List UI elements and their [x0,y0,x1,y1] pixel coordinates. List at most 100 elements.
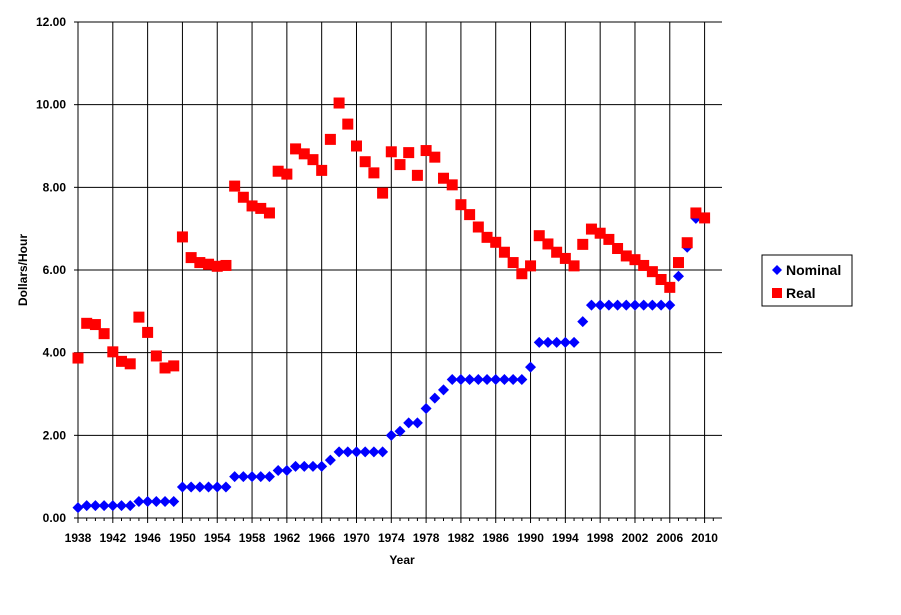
nominal-point [168,495,180,507]
x-tick-label: 1994 [552,531,579,545]
real-point [98,328,110,340]
nominal-point [411,417,423,429]
real-point [255,202,267,214]
nominal-point [350,446,362,458]
nominal-point [324,454,336,466]
real-point [107,346,119,358]
x-tick-label: 2010 [691,531,718,545]
y-tick-label: 8.00 [43,180,67,194]
nominal-point [290,460,302,472]
x-tick-label: 1954 [204,531,231,545]
nominal-point [359,446,371,458]
nominal-point [498,374,510,386]
nominal-point [525,361,537,373]
real-point [168,360,180,372]
real-point [290,143,302,155]
real-point [324,133,336,145]
nominal-point [394,425,406,437]
y-tick-label: 4.00 [43,346,67,360]
nominal-point [377,446,389,458]
nominal-point [272,464,284,476]
nominal-point [603,299,615,311]
nominal-point [438,384,450,396]
real-point [203,258,215,270]
nominal-point [368,446,380,458]
nominal-point [655,299,667,311]
real-point [229,180,241,192]
real-point [403,147,415,159]
nominal-point [646,299,658,311]
real-point [72,352,84,364]
x-tick-label: 1974 [378,531,405,545]
nominal-point [612,299,624,311]
real-point [359,156,371,168]
series-layer [72,97,711,514]
real-point [420,145,432,157]
nominal-point [446,374,458,386]
real-point [124,358,136,370]
real-point [350,140,362,152]
real-point [620,250,632,262]
x-tick-label: 1958 [239,531,266,545]
real-point [429,151,441,163]
legend: Nominal Real [761,254,853,307]
real-point [133,311,145,323]
nominal-point [542,336,554,348]
real-point [455,199,467,211]
nominal-point [568,336,580,348]
x-axis-ticks: 1938 1942 1946 1950 1954 1958 1962 1966 1970 1974… [65,518,718,545]
x-tick-label: 1942 [99,531,126,545]
real-point [246,200,258,212]
nominal-point [81,500,93,512]
real-point [603,233,615,245]
nominal-point [142,495,154,507]
x-tick-label: 1970 [343,531,370,545]
real-point [316,164,328,176]
nominal-point [159,495,171,507]
real-point [385,146,397,158]
real-point [699,212,711,224]
real-point [89,319,101,331]
real-point [377,187,389,199]
real-point [272,165,284,177]
nominal-point [124,500,136,512]
nominal-point [203,481,215,493]
nominal-point [551,336,563,348]
nominal-point [342,446,354,458]
nominal-point [481,374,493,386]
real-point [612,243,624,255]
nominal-point [281,464,293,476]
real-point [585,223,597,235]
real-point [464,209,476,221]
nominal-point [133,495,145,507]
x-tick-label: 1966 [308,531,335,545]
nominal-point [507,374,519,386]
real-point [342,118,354,130]
real-point [211,260,223,272]
series-nominal [72,212,711,514]
real-point [577,238,589,250]
nominal-point [194,481,206,493]
nominal-point [150,495,162,507]
nominal-point [107,500,119,512]
real-point [525,260,537,272]
real-point [490,236,502,248]
real-point [507,257,519,269]
real-point [159,362,171,374]
nominal-point [464,374,476,386]
nominal-point [594,299,606,311]
plot-area [77,21,722,519]
x-tick-label: 1982 [448,531,475,545]
real-point [559,252,571,264]
real-point [176,231,188,243]
nominal-point [72,502,84,514]
legend-nominal-marker [772,265,782,275]
y-tick-label: 0.00 [43,511,67,525]
real-point [411,169,423,181]
series-real [72,97,711,374]
nominal-point [255,471,267,483]
real-point [298,148,310,160]
nominal-point [176,481,188,493]
real-point [394,159,406,171]
real-point [142,326,154,338]
